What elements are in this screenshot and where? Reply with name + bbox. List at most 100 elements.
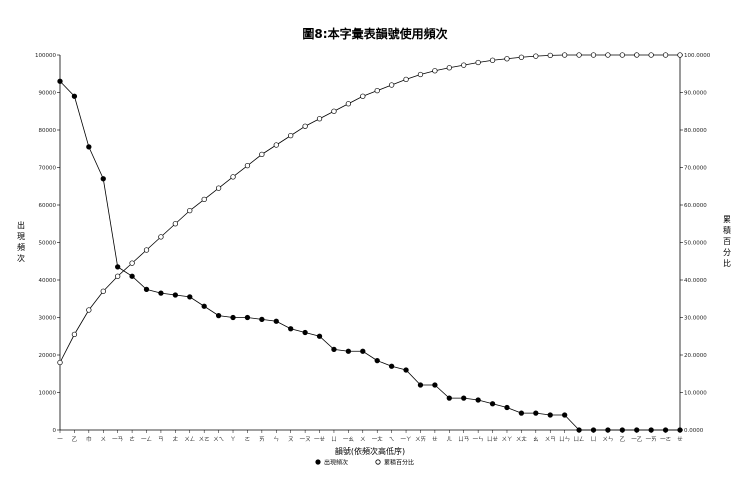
data-point xyxy=(634,427,640,433)
x-tick-label: 一乙 xyxy=(631,436,643,443)
data-point xyxy=(417,382,424,388)
data-point xyxy=(461,395,467,401)
data-point xyxy=(605,427,611,433)
data-point xyxy=(288,132,294,139)
data-point xyxy=(201,303,207,309)
data-point xyxy=(432,68,438,74)
y-left-tick-label: 70000 xyxy=(39,166,57,172)
x-tick-label: 乙 xyxy=(72,436,78,443)
data-point xyxy=(562,52,568,58)
y-right-tick-label: 40.0000 xyxy=(684,278,707,284)
data-point xyxy=(388,82,395,88)
data-point xyxy=(562,412,568,418)
y-axis-label-left-char: 現 xyxy=(17,232,25,241)
data-point xyxy=(374,87,380,94)
y-left-tick-label: 20000 xyxy=(39,353,57,359)
x-tick-label: 一ㄣ xyxy=(473,436,484,443)
data-point xyxy=(518,54,525,60)
x-tick-label: ㄨㄟ xyxy=(213,437,224,443)
x-tick-label: 一ㄝ xyxy=(314,436,326,443)
series-line xyxy=(59,80,680,431)
x-tick-label: 一ㄤ xyxy=(372,436,384,443)
data-point xyxy=(388,363,395,369)
data-point xyxy=(57,78,63,84)
data-point xyxy=(475,59,481,66)
data-point xyxy=(187,294,193,300)
data-point xyxy=(489,401,496,407)
x-tick-label: ㄩㄣ xyxy=(559,436,570,443)
data-point xyxy=(57,359,63,366)
y-right-tick-label: 80.0000 xyxy=(684,128,707,134)
data-point xyxy=(158,234,164,240)
y-axis-label-right-char: 百 xyxy=(723,237,731,246)
data-point xyxy=(331,346,337,353)
x-tick-label: ㄨㄢ xyxy=(545,436,556,443)
data-point xyxy=(590,427,597,433)
data-point xyxy=(172,292,178,298)
x-tick-label: ㄠ xyxy=(533,437,539,443)
data-point xyxy=(446,65,452,71)
data-point xyxy=(187,207,193,214)
data-point xyxy=(201,196,207,203)
y-axis-label-right-char: 積 xyxy=(723,225,731,235)
data-point xyxy=(518,410,525,416)
y-left-tick-label: 60000 xyxy=(39,203,57,209)
data-point xyxy=(648,52,654,58)
y-axis-label-left: 出現頻次 xyxy=(17,220,25,263)
data-point xyxy=(576,52,582,58)
data-point xyxy=(489,57,496,63)
x-tick-label: ㄩ xyxy=(331,436,337,443)
data-point xyxy=(576,427,582,433)
x-tick-label: ㄟ xyxy=(389,437,395,443)
series-frequency xyxy=(57,78,683,433)
data-point xyxy=(86,144,92,150)
data-point xyxy=(605,52,611,58)
data-point xyxy=(547,412,553,418)
data-point xyxy=(129,273,135,279)
x-tick-label: ㄢ xyxy=(158,436,164,443)
y-right-tick-label: 10.0000 xyxy=(684,391,707,397)
y-left-tick-label: 10000 xyxy=(39,391,57,397)
x-tick-label: ㄡ xyxy=(288,436,294,443)
y-left-tick-label: 80000 xyxy=(39,128,57,134)
data-point xyxy=(115,264,121,270)
x-tick-label: ㄨ xyxy=(100,437,106,443)
x-axis-ticks: 一乙巾ㄨ一ㄢㄜ一ㄥㄢㄤㄨㄥ ㄨㄛ ㄨㄟㄚㄛㄞㄣㄡ一ㄡ 一ㄝㄩ一ㄠㄨ一ㄤㄟ一ㄚ ㄨㄞㄝㄦㄩ… xyxy=(57,430,683,443)
data-point xyxy=(619,427,625,433)
y-left-tick-label: 40000 xyxy=(39,278,57,284)
data-point xyxy=(244,162,251,169)
axes xyxy=(59,55,681,431)
y-axis-label-left-char: 出 xyxy=(17,220,25,230)
x-tick-label: ㄛ xyxy=(245,437,251,443)
x-tick-label: 一ㄡ xyxy=(300,436,311,443)
data-point xyxy=(316,116,323,122)
data-point xyxy=(677,52,683,58)
series-layer xyxy=(57,52,683,433)
x-tick-label: ㄨㄤ xyxy=(516,436,528,443)
data-point xyxy=(288,326,294,332)
data-point xyxy=(432,382,438,388)
data-point xyxy=(403,76,409,83)
x-tick-label: ㄦ xyxy=(447,436,453,443)
data-point xyxy=(115,273,121,279)
data-point xyxy=(360,348,366,354)
data-point xyxy=(158,290,164,296)
series-cumulative xyxy=(57,52,683,366)
data-point xyxy=(374,357,380,364)
data-point xyxy=(100,176,106,182)
y-right-tick-label: 90.0000 xyxy=(684,91,707,97)
data-point xyxy=(143,286,150,293)
x-tick-label: ㄝ xyxy=(677,436,683,443)
y-axis-label-right-char: 比 xyxy=(723,258,731,268)
x-tick-label: ㄨㄛ xyxy=(199,437,210,443)
data-point xyxy=(215,185,222,191)
data-point xyxy=(273,142,279,148)
data-point xyxy=(100,288,106,294)
data-point xyxy=(259,316,265,323)
legend-label-cumulative: 累積百分比 xyxy=(384,459,414,467)
data-point xyxy=(86,307,92,313)
y-axis-label-right: 累積百分比 xyxy=(723,215,731,268)
x-tick-label: ㄤ xyxy=(173,436,179,443)
x-tick-label: 一ㄥ xyxy=(141,436,152,443)
